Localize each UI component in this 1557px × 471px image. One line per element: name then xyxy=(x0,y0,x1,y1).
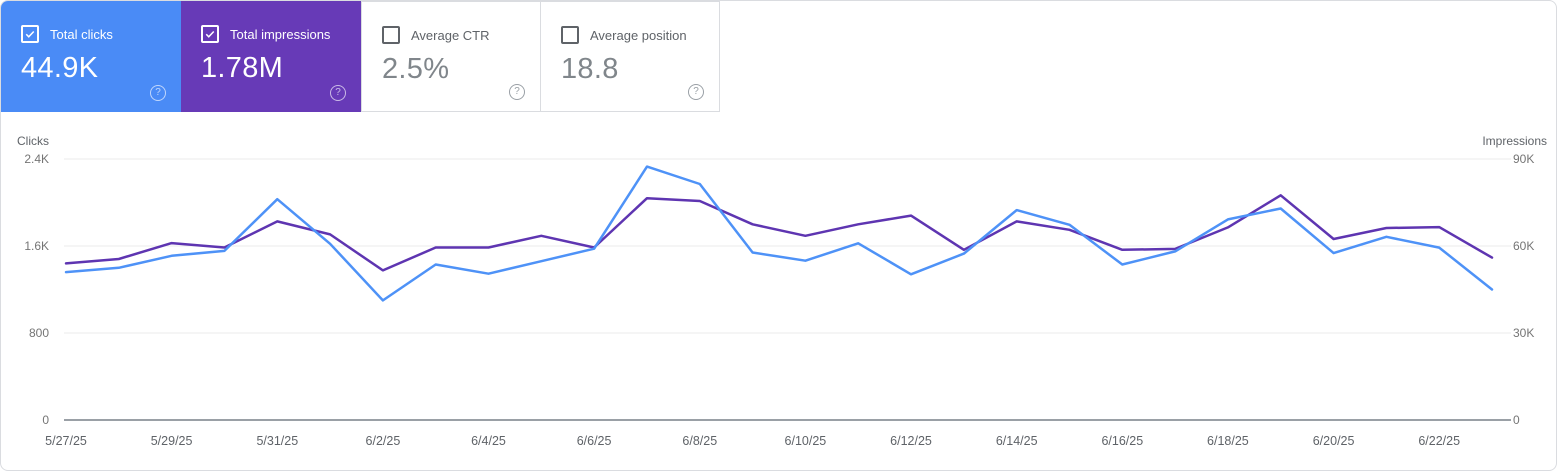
x-axis-tick-label: 6/2/25 xyxy=(366,434,401,448)
x-axis-tick-label: 6/4/25 xyxy=(471,434,506,448)
x-axis-tick-label: 6/18/25 xyxy=(1207,434,1249,448)
performance-chart-svg: 0 0 800 30K 1.6K 60K 2.4K 90K Clicks Impressions 5… xyxy=(17,134,1547,448)
right-axis-tick-label: 30K xyxy=(1513,326,1534,340)
help-icon[interactable]: ? xyxy=(688,84,704,100)
x-axis-tick-label: 5/27/25 xyxy=(45,434,87,448)
right-axis-tick-label: 0 xyxy=(1513,413,1520,427)
metric-card-header: Total clicks xyxy=(21,25,163,43)
x-axis-tick-label: 6/8/25 xyxy=(682,434,717,448)
x-axis-tick-label: 6/16/25 xyxy=(1101,434,1143,448)
metric-card-label: Average position xyxy=(590,27,687,43)
x-axis-tick-label: 6/12/25 xyxy=(890,434,932,448)
performance-chart: 0 0 800 30K 1.6K 60K 2.4K 90K Clicks Impressions 5… xyxy=(1,112,1556,470)
metric-card-label: Total clicks xyxy=(50,26,113,42)
left-axis-tick-label: 800 xyxy=(29,326,49,340)
left-axis-tick-label: 0 xyxy=(42,413,49,427)
x-axis-tick-label: 6/14/25 xyxy=(996,434,1038,448)
left-axis-tick-label: 2.4K xyxy=(24,152,49,166)
metric-card-average-position[interactable]: Average position 18.8 ? xyxy=(540,1,720,112)
metric-card-total-clicks[interactable]: Total clicks 44.9K ? xyxy=(1,1,181,112)
x-axis-tick-label: 6/6/25 xyxy=(577,434,612,448)
right-axis-title: Impressions xyxy=(1482,134,1547,148)
metric-card-header: Average CTR xyxy=(382,26,522,44)
metric-card-value: 1.78M xyxy=(201,52,284,84)
help-icon[interactable]: ? xyxy=(509,84,525,100)
left-axis-title: Clicks xyxy=(17,134,49,148)
metric-card-label: Average CTR xyxy=(411,27,490,43)
checkbox-checked-icon[interactable] xyxy=(21,25,39,43)
metric-card-label: Total impressions xyxy=(230,26,331,42)
chart-plot-area[interactable] xyxy=(64,147,1511,420)
clicks-line xyxy=(64,165,1494,302)
metric-cards-row: Total clicks 44.9K ? Total impressions 1… xyxy=(1,1,1556,112)
x-axis-tick-label: 6/22/25 xyxy=(1418,434,1460,448)
metric-card-value: 18.8 xyxy=(561,53,619,85)
metric-card-value: 2.5% xyxy=(382,53,450,85)
metric-card-header: Average position xyxy=(561,26,701,44)
checkbox-checked-icon[interactable] xyxy=(201,25,219,43)
metric-card-total-impressions[interactable]: Total impressions 1.78M ? xyxy=(181,1,361,112)
x-axis-tick-label: 5/31/25 xyxy=(256,434,298,448)
left-axis-tick-label: 1.6K xyxy=(24,239,49,253)
help-icon[interactable]: ? xyxy=(330,85,346,101)
checkmark-icon xyxy=(205,30,215,38)
checkbox-unchecked-icon[interactable] xyxy=(561,26,579,44)
metric-card-average-ctr[interactable]: Average CTR 2.5% ? xyxy=(361,1,541,112)
help-icon[interactable]: ? xyxy=(150,85,166,101)
x-axis-tick-label: 6/20/25 xyxy=(1313,434,1355,448)
x-axis-tick-label: 5/29/25 xyxy=(151,434,193,448)
checkmark-icon xyxy=(25,30,35,38)
x-axis-tick-label: 6/10/25 xyxy=(785,434,827,448)
right-axis-tick-label: 90K xyxy=(1513,152,1534,166)
impressions-line xyxy=(64,194,1494,272)
metric-card-header: Total impressions xyxy=(201,25,343,43)
checkbox-unchecked-icon[interactable] xyxy=(382,26,400,44)
metric-card-value: 44.9K xyxy=(21,52,99,84)
right-axis-tick-label: 60K xyxy=(1513,239,1534,253)
